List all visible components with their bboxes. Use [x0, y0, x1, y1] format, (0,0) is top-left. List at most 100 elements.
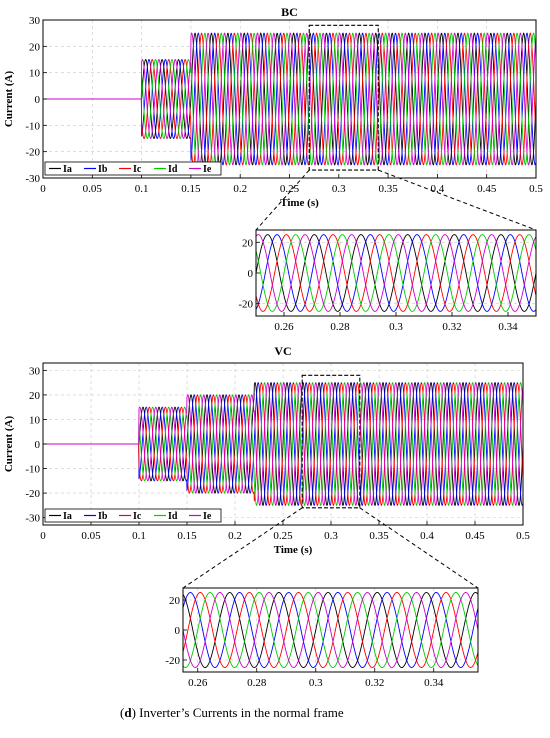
x-tick-label: 0.4 — [431, 183, 445, 195]
chart-title: BC — [281, 5, 298, 19]
legend-box — [44, 508, 222, 523]
legend-label-ie: Ie — [203, 164, 212, 175]
chart-title: VC — [274, 344, 291, 358]
vc-main-plot: 0 0.05 0.1 0.15 0.2 0.25 0.3 0.35 0.4 0.45 0.5 -30 -… — [3, 344, 530, 556]
y-tick-label: 20 — [169, 595, 181, 607]
x-tick-label: 0.45 — [477, 183, 497, 195]
y-tick-label: 20 — [29, 41, 41, 53]
caption-text: Inverter’s Currents in the normal frame — [139, 705, 344, 720]
y-tick-label: 20 — [29, 390, 41, 402]
x-tick-label: 0.45 — [465, 530, 485, 542]
series-line-ic — [256, 234, 536, 312]
series-line-ib — [183, 592, 478, 668]
x-tick-label: 0.35 — [369, 530, 389, 542]
x-tick-label: 0.28 — [330, 321, 350, 333]
x-tick-label: 0.05 — [81, 530, 101, 542]
y-tick-label: 10 — [29, 68, 41, 80]
zoom-connector-left — [255, 169, 310, 231]
x-tick-label: 0.1 — [135, 183, 149, 195]
x-tick-label: 0.34 — [498, 321, 518, 333]
x-tick-label: 0.32 — [365, 677, 384, 689]
series-group — [183, 592, 478, 668]
x-tick-label: 0.34 — [424, 677, 444, 689]
y-tick-label: -20 — [165, 655, 180, 667]
series-line-ia — [183, 592, 478, 668]
y-tick-label: -30 — [25, 513, 40, 525]
y-tick-label: -30 — [25, 173, 40, 185]
legend-label-ic: Ic — [133, 164, 142, 175]
x-tick-label: 0 — [40, 530, 46, 542]
y-tick-label: -20 — [25, 147, 40, 159]
series-group — [43, 381, 523, 507]
legend-label-ib: Ib — [98, 164, 108, 175]
series-line-ib — [256, 234, 536, 312]
legend-label-ia: Ia — [63, 511, 72, 522]
series-line-ie — [183, 592, 478, 668]
legend-label-id: Id — [168, 164, 178, 175]
bc-zoom-plot: 0.26 0.28 0.3 0.32 0.34 -20 0 20 — [238, 229, 537, 333]
x-tick-label: 0.1 — [132, 530, 146, 542]
x-tick-label: 0.4 — [420, 530, 434, 542]
x-tick-label: 0.26 — [274, 321, 294, 333]
series-line-id — [256, 234, 536, 312]
y-tick-label: 30 — [29, 365, 41, 377]
y-tick-label: 10 — [29, 414, 41, 426]
legend-label-ia: Ia — [63, 164, 72, 175]
y-tick-label: 0 — [35, 94, 41, 106]
x-tick-label: 0.25 — [280, 183, 300, 195]
series-line-ie — [256, 234, 536, 312]
x-tick-label: 0.15 — [177, 530, 197, 542]
zoom-connector-right — [359, 507, 479, 589]
series-line-ic — [183, 592, 478, 668]
y-tick-label: 30 — [29, 15, 41, 27]
series-group — [43, 32, 536, 166]
zoom-connector-right — [378, 169, 537, 231]
series-line-ia — [256, 234, 536, 312]
y-tick-label: 0 — [175, 625, 181, 637]
legend-label-ie: Ie — [203, 511, 212, 522]
x-tick-label: 0.28 — [247, 677, 267, 689]
x-tick-label: 0 — [40, 183, 46, 195]
x-tick-label: 0.3 — [332, 183, 346, 195]
x-tick-label: 0.32 — [442, 321, 461, 333]
y-axis-label: Current (A) — [3, 416, 15, 473]
legend-label-ib: Ib — [98, 511, 108, 522]
x-tick-label: 0.2 — [228, 530, 242, 542]
y-tick-label: -20 — [238, 299, 253, 311]
x-axis-label: Time (s) — [274, 544, 313, 556]
x-tick-label: 0.2 — [233, 183, 247, 195]
y-tick-label: -10 — [25, 120, 40, 132]
x-tick-label: 0.5 — [529, 183, 543, 195]
legend-label-ic: Ic — [133, 511, 142, 522]
series-line-id — [183, 592, 478, 668]
x-tick-label: 0.3 — [324, 530, 338, 542]
series-line-ie — [43, 32, 536, 166]
y-tick-label: 20 — [242, 237, 254, 249]
x-tick-label: 0.25 — [273, 530, 293, 542]
vc-zoom-plot: 0.26 0.28 0.3 0.32 0.34 -20 0 20 — [165, 587, 479, 689]
y-tick-label: 0 — [248, 268, 254, 280]
series-group — [256, 234, 536, 312]
caption-label: d — [124, 705, 132, 720]
legend-box — [44, 161, 222, 176]
zoom-connectors — [182, 169, 537, 589]
bc-main-plot: 0 0.05 0.1 0.15 0.2 0.25 0.3 0.35 0.4 0.45 0.5 -30 -… — [3, 5, 543, 209]
legend-label-id: Id — [168, 511, 178, 522]
x-tick-label: 0.5 — [516, 530, 530, 542]
y-tick-label: -20 — [25, 488, 40, 500]
zoom-connector-left — [182, 507, 303, 589]
series-line-ie — [43, 382, 523, 506]
x-tick-label: 0.3 — [309, 677, 323, 689]
x-axis-label: Time (s) — [280, 197, 319, 209]
y-tick-label: -10 — [25, 464, 40, 476]
y-axis-label: Current (A) — [3, 71, 15, 128]
x-tick-label: 0.26 — [188, 677, 208, 689]
x-tick-label: 0.35 — [378, 183, 398, 195]
x-tick-label: 0.15 — [181, 183, 201, 195]
zoom-box — [301, 374, 361, 509]
zoom-box — [308, 24, 379, 171]
figure-caption: (d) Inverter’s Currents in the normal fr… — [120, 705, 344, 720]
x-tick-label: 0.3 — [389, 321, 403, 333]
x-tick-label: 0.05 — [83, 183, 103, 195]
